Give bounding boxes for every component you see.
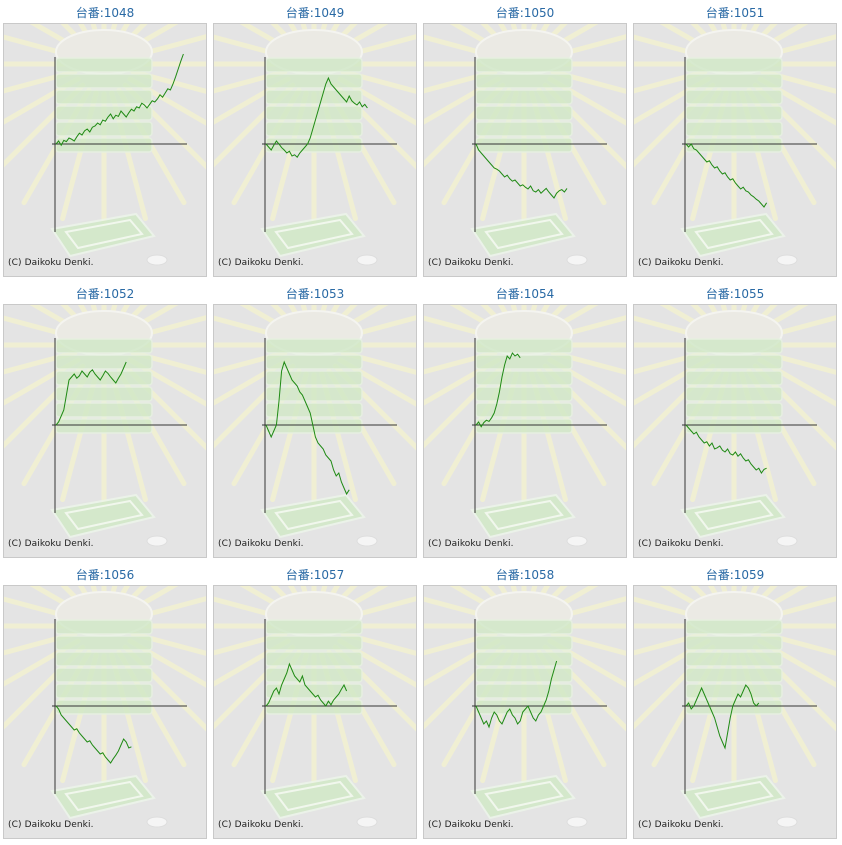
- copyright-label: (C) Daikoku Denki.: [428, 820, 514, 830]
- series-line: [475, 352, 521, 428]
- chart-panel: 台番:1058 (C) Daikoku Denki.: [420, 562, 630, 842]
- series-line: [55, 361, 127, 426]
- slot-graph: [424, 305, 626, 547]
- slot-graph: [4, 305, 206, 547]
- pachinko-machine-illustration: [4, 305, 206, 547]
- series-line: [685, 424, 767, 474]
- slot-graph: [634, 305, 836, 547]
- chart-title[interactable]: 台番:1049: [285, 6, 345, 20]
- pachinko-machine-illustration: [4, 24, 206, 266]
- copyright-label: (C) Daikoku Denki.: [8, 258, 94, 268]
- chart-title[interactable]: 台番:1059: [705, 568, 765, 582]
- chart-title[interactable]: 台番:1052: [75, 287, 135, 301]
- chart-frame: (C) Daikoku Denki.: [633, 304, 837, 558]
- copyright-label: (C) Daikoku Denki.: [218, 820, 304, 830]
- series-line: [475, 660, 558, 729]
- chart-title[interactable]: 台番:1051: [705, 6, 765, 20]
- chart-frame: (C) Daikoku Denki.: [213, 23, 417, 277]
- series-line: [475, 143, 568, 199]
- chart-frame: (C) Daikoku Denki.: [213, 585, 417, 839]
- chart-panel: 台番:1056 (C) Daikoku Denki.: [0, 562, 210, 842]
- chart-frame: (C) Daikoku Denki.: [3, 304, 207, 558]
- slot-graph: [424, 586, 626, 828]
- chart-panel: 台番:1049 (C) Daikoku Denki.: [210, 0, 420, 280]
- chart-panel: 台番:1055 (C) Daikoku Denki.: [630, 281, 840, 561]
- pachinko-machine-illustration: [424, 24, 626, 266]
- pachinko-machine-illustration: [424, 305, 626, 547]
- pachinko-machine-illustration: [634, 24, 836, 266]
- copyright-label: (C) Daikoku Denki.: [218, 258, 304, 268]
- copyright-label: (C) Daikoku Denki.: [8, 820, 94, 830]
- chart-title[interactable]: 台番:1055: [705, 287, 765, 301]
- slot-graph: [634, 586, 836, 828]
- chart-frame: (C) Daikoku Denki.: [423, 23, 627, 277]
- slot-graph: [214, 586, 416, 828]
- series-line: [685, 143, 768, 208]
- pachinko-machine-illustration: [214, 586, 416, 828]
- chart-title[interactable]: 台番:1048: [75, 6, 135, 20]
- chart-panel: 台番:1054 (C) Daikoku Denki.: [420, 281, 630, 561]
- copyright-label: (C) Daikoku Denki.: [8, 539, 94, 549]
- chart-title[interactable]: 台番:1053: [285, 287, 345, 301]
- slot-graph: [424, 24, 626, 266]
- chart-frame: (C) Daikoku Denki.: [423, 304, 627, 558]
- chart-frame: (C) Daikoku Denki.: [3, 23, 207, 277]
- chart-title[interactable]: 台番:1057: [285, 568, 345, 582]
- series-line: [265, 76, 368, 158]
- chart-panel: 台番:1050 (C) Daikoku Denki.: [420, 0, 630, 280]
- chart-frame: (C) Daikoku Denki.: [633, 23, 837, 277]
- pachinko-machine-illustration: [634, 586, 836, 828]
- chart-panel: 台番:1051 (C) Daikoku Denki.: [630, 0, 840, 280]
- copyright-label: (C) Daikoku Denki.: [638, 258, 724, 268]
- chart-panel: 台番:1057 (C) Daikoku Denki.: [210, 562, 420, 842]
- pachinko-machine-illustration: [4, 586, 206, 828]
- chart-frame: (C) Daikoku Denki.: [633, 585, 837, 839]
- pachinko-machine-illustration: [214, 24, 416, 266]
- pachinko-machine-illustration: [634, 305, 836, 547]
- copyright-label: (C) Daikoku Denki.: [428, 539, 514, 549]
- chart-title[interactable]: 台番:1054: [495, 287, 555, 301]
- copyright-label: (C) Daikoku Denki.: [638, 539, 724, 549]
- series-line: [685, 684, 760, 750]
- slot-graph: [214, 24, 416, 266]
- chart-title[interactable]: 台番:1056: [75, 568, 135, 582]
- chart-title[interactable]: 台番:1050: [495, 6, 555, 20]
- chart-frame: (C) Daikoku Denki.: [213, 304, 417, 558]
- chart-frame: (C) Daikoku Denki.: [3, 585, 207, 839]
- slot-graph: [214, 305, 416, 547]
- series-line: [55, 53, 184, 147]
- chart-panel: 台番:1052 (C) Daikoku Denki.: [0, 281, 210, 561]
- copyright-label: (C) Daikoku Denki.: [218, 539, 304, 549]
- chart-frame: (C) Daikoku Denki.: [423, 585, 627, 839]
- series-line: [265, 360, 350, 496]
- series-line: [265, 662, 348, 707]
- chart-panel: 台番:1059 (C) Daikoku Denki.: [630, 562, 840, 842]
- slot-graph: [4, 24, 206, 266]
- copyright-label: (C) Daikoku Denki.: [428, 258, 514, 268]
- slot-graph: [4, 586, 206, 828]
- chart-panel: 台番:1048 (C) Daikoku Denki.: [0, 0, 210, 280]
- copyright-label: (C) Daikoku Denki.: [638, 820, 724, 830]
- slot-graph: [634, 24, 836, 266]
- chart-title[interactable]: 台番:1058: [495, 568, 555, 582]
- series-line: [55, 705, 132, 764]
- chart-panel: 台番:1053 (C) Daikoku Denki.: [210, 281, 420, 561]
- pachinko-machine-illustration: [424, 586, 626, 828]
